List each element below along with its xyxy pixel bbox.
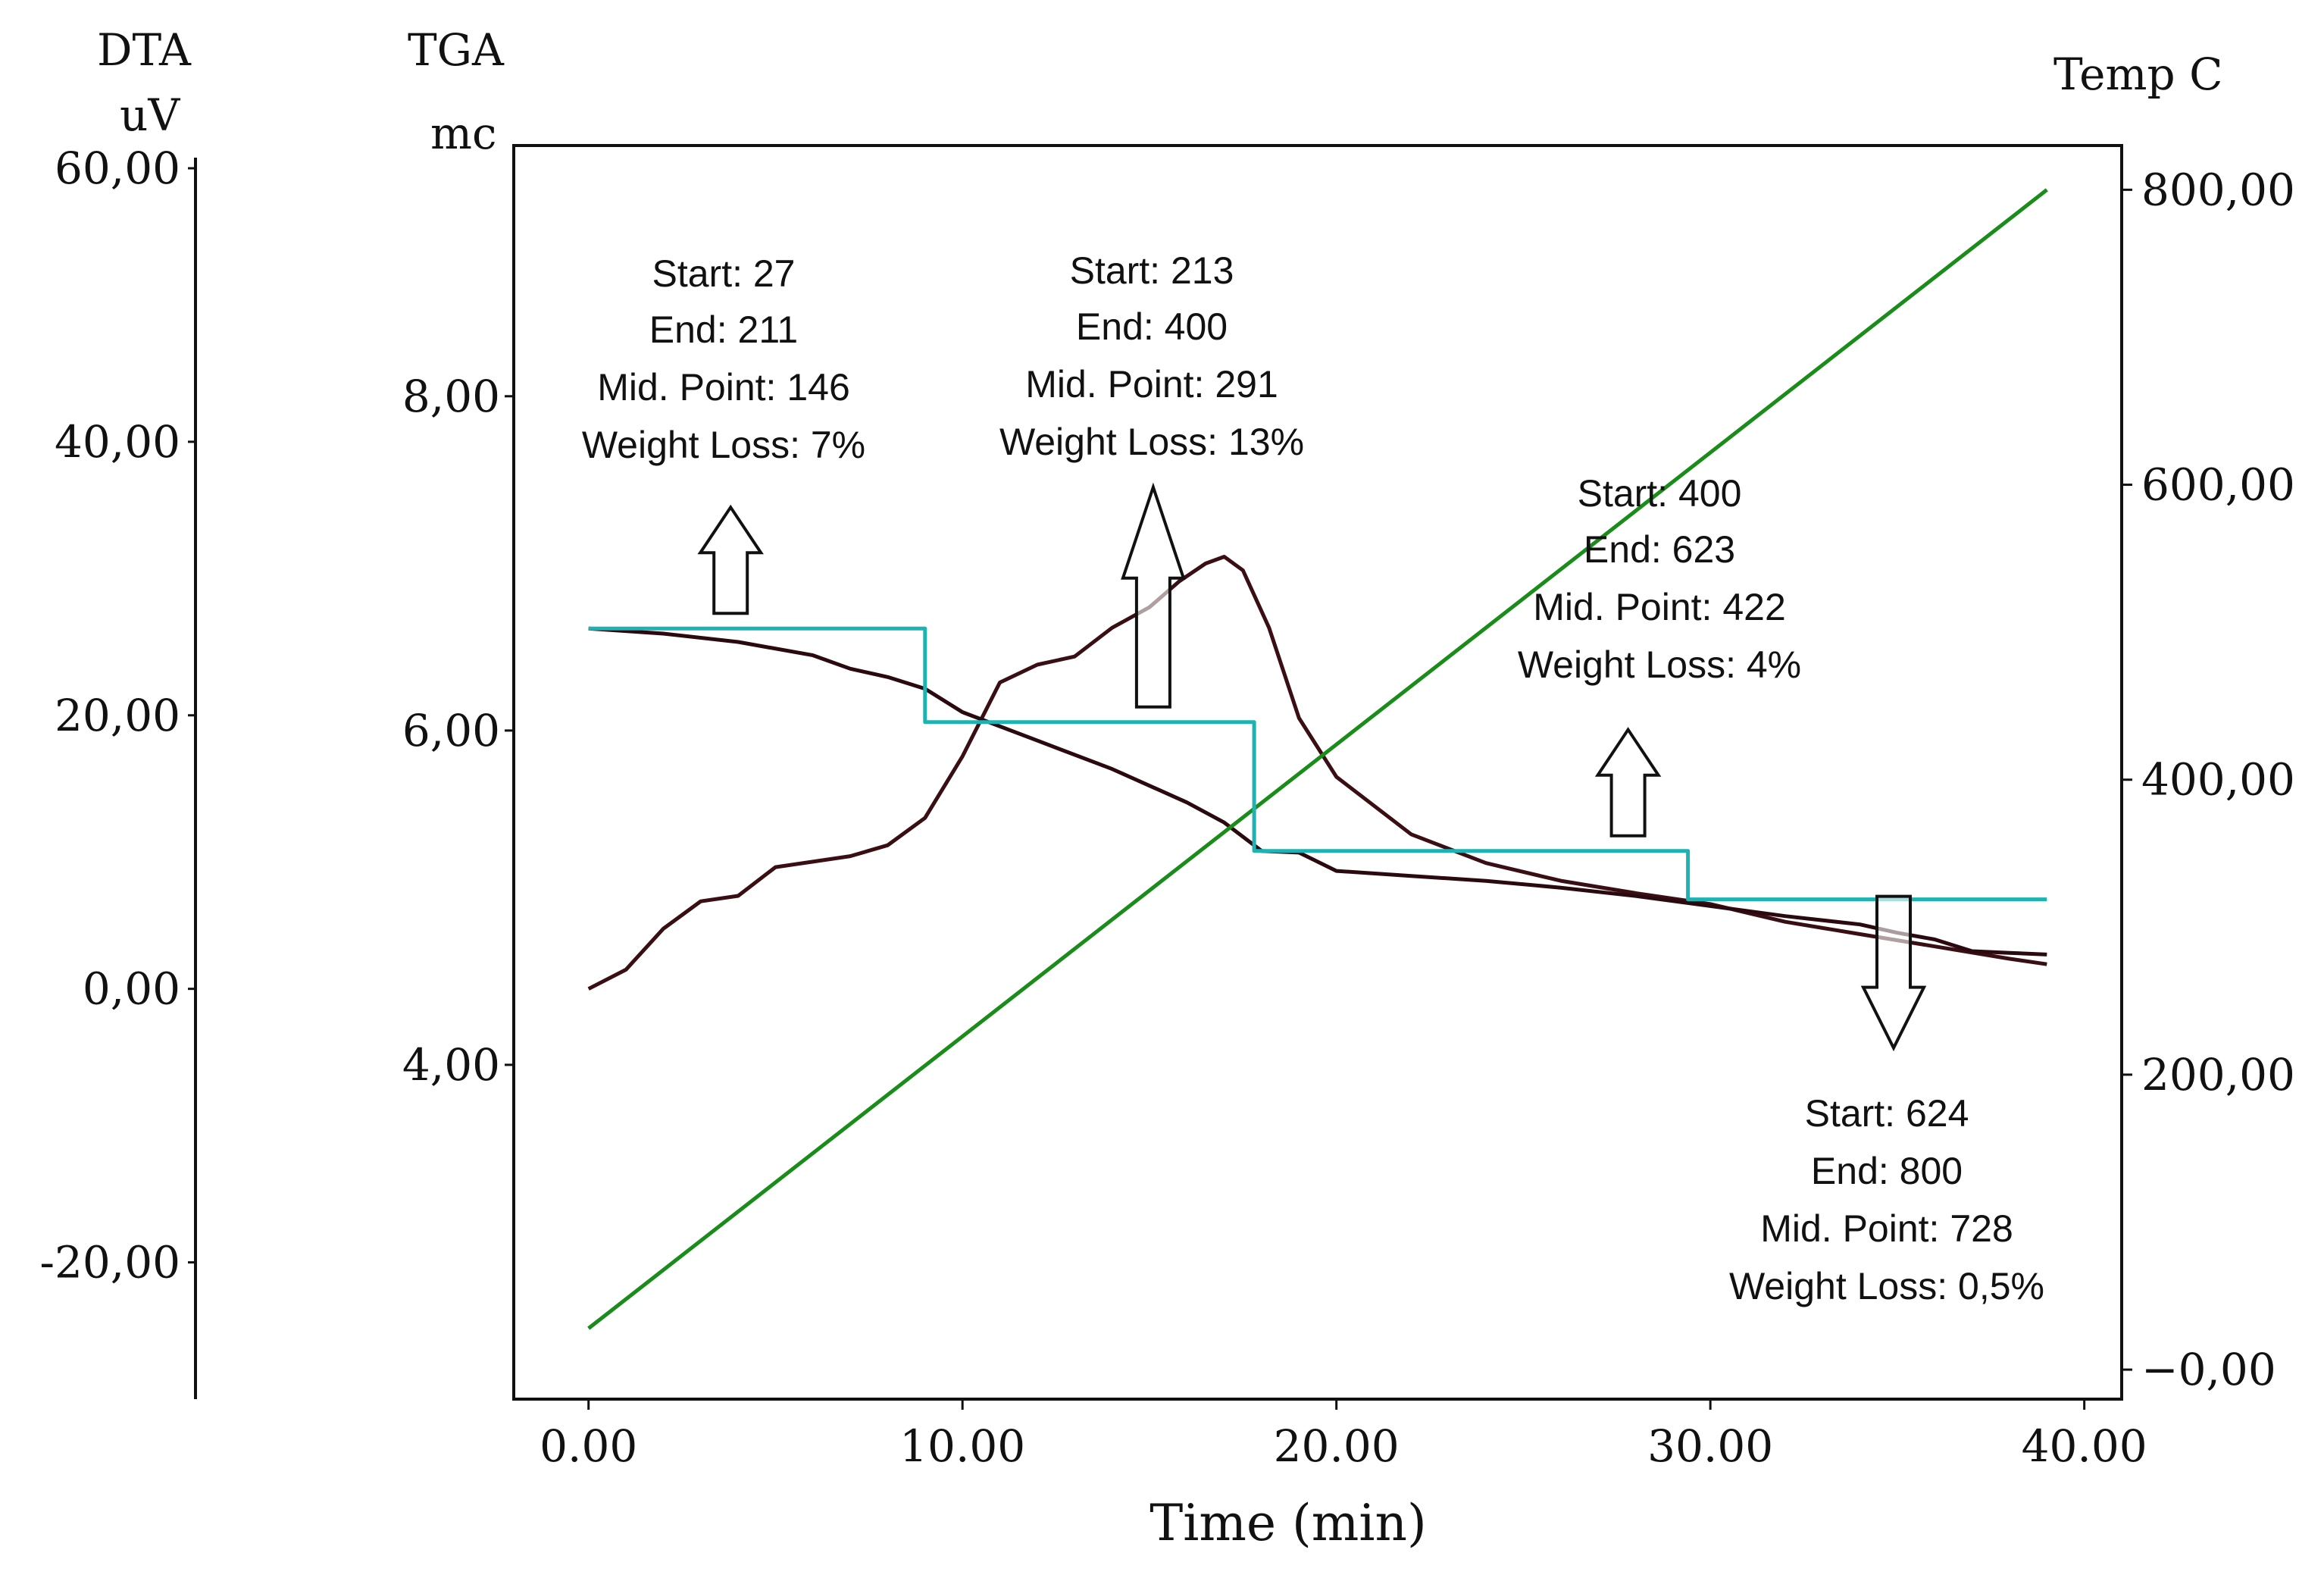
series-tga-step-analysis-line — [588, 626, 2047, 902]
annotation-4-weight-loss: Weight Loss: 0,5% — [1729, 1265, 2044, 1307]
x-ticks: 0.00 10.00 20.00 30.00 40.00 — [540, 1399, 2147, 1472]
dta-tick-label: 20,00 — [55, 690, 180, 741]
annotation-2-arrow — [1121, 482, 1186, 709]
temp-tick-label: 400,00 — [2141, 754, 2295, 806]
annotation-2-weight-loss: Weight Loss: 13% — [999, 421, 1304, 463]
annotation-3-end: End: 623 — [1584, 528, 1735, 571]
annotation-3-midpoint: Mid. Point: 422 — [1533, 586, 1786, 628]
x-tick-label: 0.00 — [540, 1420, 637, 1472]
x-tick-label: 40.00 — [2022, 1420, 2147, 1472]
temp-tick-label: −0,00 — [2141, 1344, 2276, 1395]
temp-ticks: −0,00 200,00 400,00 600,00 800,00 — [2122, 164, 2295, 1395]
annotation-4-midpoint: Mid. Point: 728 — [1760, 1207, 2013, 1250]
arrow-layer — [697, 482, 1927, 1052]
annotation-3: Start: 400 End: 623 Mid. Point: 422 Weig… — [1518, 472, 1801, 686]
tga-ticks: 4,00 6,00 8,00 — [402, 371, 514, 1091]
dta-ticks: -20,00 0,00 20,00 40,00 60,00 — [39, 142, 195, 1288]
annotation-3-weight-loss: Weight Loss: 4% — [1518, 643, 1801, 686]
annotation-1-midpoint: Mid. Point: 146 — [597, 366, 850, 409]
temp-axis-title: Temp C — [2053, 49, 2222, 100]
annotation-2: Start: 213 End: 400 Mid. Point: 291 Weig… — [999, 249, 1304, 463]
annotation-3-arrow — [1594, 727, 1662, 838]
x-tick-label: 20.00 — [1274, 1420, 1400, 1472]
tga-tick-label: 8,00 — [402, 371, 500, 422]
dta-axis-title: DTA — [97, 24, 192, 76]
tga-tick-label: 4,00 — [402, 1039, 500, 1091]
annotation-4-start: Start: 624 — [1805, 1092, 1969, 1135]
dta-tick-label: 0,00 — [83, 963, 180, 1015]
temp-tick-label: 800,00 — [2141, 164, 2295, 215]
tga-axis-unit: mc — [430, 108, 496, 159]
annotation-2-midpoint: Mid. Point: 291 — [1025, 363, 1278, 405]
annotation-2-start: Start: 213 — [1070, 249, 1234, 292]
annotation-1-arrow — [697, 504, 764, 615]
annotation-1-weight-loss: Weight Loss: 7% — [582, 424, 865, 466]
series-tga-line — [588, 626, 2047, 957]
tga-axis-title: TGA — [408, 24, 505, 76]
x-tick-label: 10.00 — [899, 1420, 1025, 1472]
tga-tick-label: 6,00 — [402, 705, 500, 756]
dta-tick-label: -20,00 — [39, 1237, 180, 1288]
annotation-4-end: End: 800 — [1811, 1150, 1963, 1192]
temp-tick-label: 600,00 — [2141, 459, 2295, 511]
annotation-1-end: End: 211 — [649, 308, 798, 351]
annotation-2-end: End: 400 — [1076, 305, 1228, 348]
annotation-1: Start: 27 End: 211 Mid. Point: 146 Weigh… — [582, 252, 865, 466]
annotation-1-start: Start: 27 — [652, 252, 796, 295]
dta-axis-unit: uV — [120, 89, 180, 141]
temp-tick-label: 200,00 — [2141, 1049, 2295, 1101]
plot-frame — [512, 144, 2123, 1401]
dta-tick-label: 40,00 — [55, 416, 180, 468]
series-temp-c-line — [587, 188, 2048, 1330]
annotation-4-arrow — [1860, 894, 1927, 1052]
x-tick-label: 30.00 — [1647, 1420, 1773, 1472]
x-axis-label: Time (min) — [1149, 1494, 1426, 1552]
series-dta-line — [587, 555, 2047, 991]
annotation-3-start: Start: 400 — [1578, 472, 1742, 515]
annotation-4: Start: 624 End: 800 Mid. Point: 728 Weig… — [1729, 1092, 2044, 1307]
dta-tick-label: 60,00 — [55, 142, 180, 194]
